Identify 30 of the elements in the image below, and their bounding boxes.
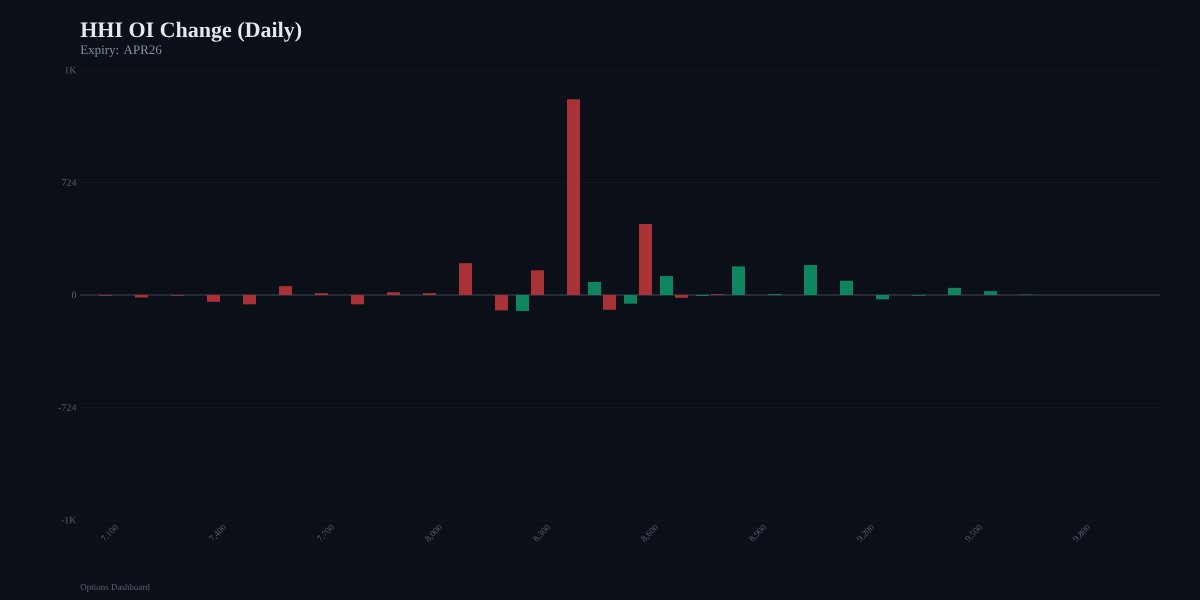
bar [458,263,472,295]
bar [674,295,688,298]
y-tick-label: 1K [65,66,77,74]
bar [207,295,220,302]
bar [623,295,637,304]
bar [875,295,889,300]
bar [839,280,853,295]
bar [803,265,817,295]
bar [494,295,508,311]
bar [243,295,256,305]
bar [638,223,652,295]
bar [983,291,997,295]
bar [566,99,580,295]
y-tick-label: 0 [71,291,77,299]
bar [659,276,673,295]
y-tick-label: -1K [61,516,77,524]
bar [387,292,400,295]
bar [947,287,961,295]
bar [602,295,616,310]
bar [731,266,745,295]
bar [587,281,601,295]
text: Options Dashboard [80,583,150,592]
bar [530,270,544,295]
chart-title: HHI OI Change (Daily) [80,21,302,42]
y-tick-label: 724 [62,179,77,186]
chart-subtitle: Expiry: APR26 [80,45,162,57]
y-tick-label: -724 [58,404,77,411]
bar [515,295,529,311]
bar [350,295,364,305]
bar [278,286,292,295]
